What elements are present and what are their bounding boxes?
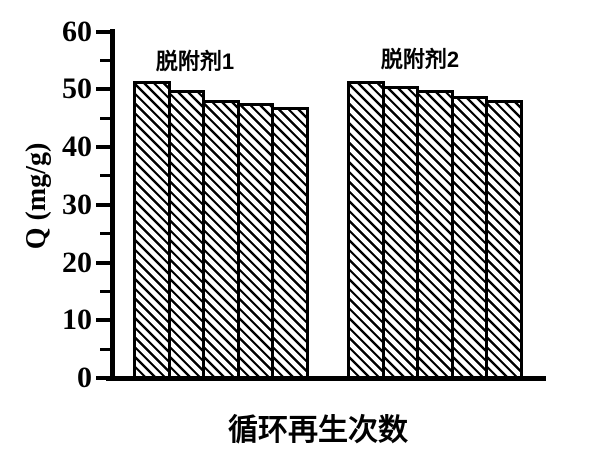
y-tick-label: 0 [77,361,92,394]
x-axis-title: 循环再生次数 [228,414,408,447]
y-major-tick [96,87,110,92]
group-label-desorbent-2: 脱附剂2 [380,47,460,72]
y-minor-tick [100,232,110,236]
bar [381,86,419,379]
y-tick-label: 50 [62,72,92,106]
y-tick-label: 20 [62,245,92,279]
y-axis-line [110,29,115,381]
y-major-tick [96,260,110,265]
y-minor-tick [100,174,110,178]
y-tick-label: 30 [62,187,92,221]
y-minor-tick [100,58,110,62]
y-tick-label: 10 [62,303,92,337]
y-major-tick [96,376,110,380]
y-major-tick [96,145,110,149]
bar [236,103,274,379]
bar [450,95,488,379]
y-minor-tick [100,116,110,120]
bar [133,81,171,379]
group-label-desorbent-1: 脱附剂1 [155,49,235,74]
bar [347,80,385,379]
y-tick-label: 40 [62,130,92,163]
bar [271,107,309,379]
y-major-tick [96,202,110,207]
y-minor-tick [100,347,110,351]
y-major-tick [96,318,110,323]
y-major-tick [96,29,110,34]
y-minor-tick [100,289,110,293]
bar [202,99,240,379]
bar [485,99,523,379]
bar [416,90,454,379]
y-tick-label: 60 [62,14,92,48]
bar [167,90,205,379]
x-axis-line [106,376,546,381]
